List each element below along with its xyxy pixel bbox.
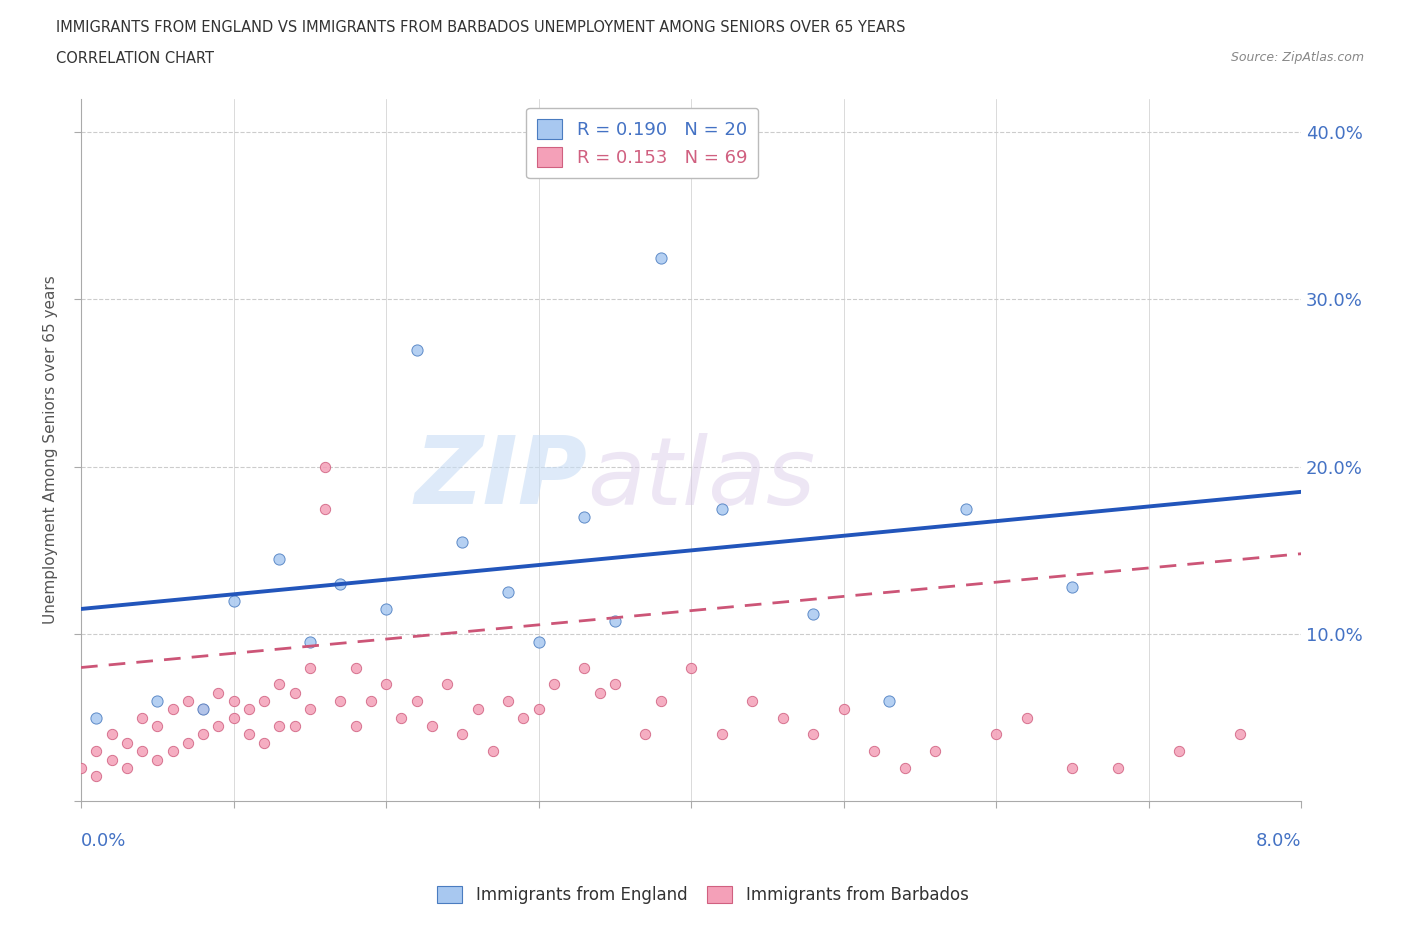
Point bbox=[955, 501, 977, 516]
Point bbox=[162, 702, 184, 717]
Text: atlas: atlas bbox=[588, 432, 815, 524]
Point bbox=[863, 744, 886, 759]
Point bbox=[436, 677, 458, 692]
Point bbox=[344, 660, 367, 675]
Point bbox=[269, 677, 291, 692]
Point bbox=[420, 719, 443, 734]
Point bbox=[115, 736, 138, 751]
Text: CORRELATION CHART: CORRELATION CHART bbox=[56, 51, 214, 66]
Point bbox=[146, 719, 169, 734]
Point bbox=[191, 702, 214, 717]
Point bbox=[222, 711, 245, 725]
Point bbox=[482, 744, 505, 759]
Point bbox=[329, 577, 352, 591]
Point bbox=[527, 635, 550, 650]
Point bbox=[893, 761, 915, 776]
Point bbox=[405, 342, 427, 357]
Point bbox=[222, 694, 245, 709]
Point bbox=[588, 685, 610, 700]
Point bbox=[1107, 761, 1129, 776]
Point bbox=[467, 702, 489, 717]
Point bbox=[146, 752, 169, 767]
Point bbox=[375, 677, 398, 692]
Point bbox=[375, 602, 398, 617]
Point bbox=[84, 711, 107, 725]
Point bbox=[191, 727, 214, 742]
Point bbox=[1062, 761, 1084, 776]
Point bbox=[84, 769, 107, 784]
Point bbox=[634, 727, 657, 742]
Point bbox=[574, 660, 596, 675]
Point bbox=[650, 694, 672, 709]
Point bbox=[924, 744, 946, 759]
Point bbox=[269, 719, 291, 734]
Point bbox=[222, 593, 245, 608]
Text: 8.0%: 8.0% bbox=[1256, 832, 1301, 850]
Point bbox=[100, 727, 122, 742]
Point bbox=[177, 694, 200, 709]
Text: Source: ZipAtlas.com: Source: ZipAtlas.com bbox=[1230, 51, 1364, 64]
Point bbox=[681, 660, 703, 675]
Point bbox=[741, 694, 763, 709]
Point bbox=[269, 551, 291, 566]
Y-axis label: Unemployment Among Seniors over 65 years: Unemployment Among Seniors over 65 years bbox=[44, 275, 58, 624]
Point bbox=[238, 727, 260, 742]
Point bbox=[344, 719, 367, 734]
Point bbox=[207, 685, 229, 700]
Legend: Immigrants from England, Immigrants from Barbados: Immigrants from England, Immigrants from… bbox=[429, 878, 977, 912]
Point bbox=[1015, 711, 1038, 725]
Point bbox=[603, 677, 626, 692]
Point bbox=[70, 761, 93, 776]
Point bbox=[527, 702, 550, 717]
Point bbox=[253, 694, 276, 709]
Point bbox=[801, 727, 824, 742]
Point bbox=[1229, 727, 1251, 742]
Point bbox=[574, 510, 596, 525]
Point bbox=[162, 744, 184, 759]
Point bbox=[984, 727, 1007, 742]
Point bbox=[405, 694, 427, 709]
Point bbox=[84, 744, 107, 759]
Point bbox=[543, 677, 565, 692]
Point bbox=[389, 711, 412, 725]
Point bbox=[496, 694, 519, 709]
Point bbox=[253, 736, 276, 751]
Point bbox=[298, 635, 321, 650]
Point bbox=[314, 459, 336, 474]
Point bbox=[801, 606, 824, 621]
Point bbox=[238, 702, 260, 717]
Point bbox=[512, 711, 534, 725]
Point bbox=[191, 702, 214, 717]
Point bbox=[100, 752, 122, 767]
Point bbox=[451, 535, 474, 550]
Legend: R = 0.190   N = 20, R = 0.153   N = 69: R = 0.190 N = 20, R = 0.153 N = 69 bbox=[526, 108, 758, 179]
Point bbox=[298, 660, 321, 675]
Point bbox=[314, 501, 336, 516]
Point bbox=[603, 613, 626, 628]
Text: 0.0%: 0.0% bbox=[82, 832, 127, 850]
Point bbox=[451, 727, 474, 742]
Point bbox=[496, 585, 519, 600]
Point bbox=[710, 501, 733, 516]
Point bbox=[879, 694, 901, 709]
Point bbox=[360, 694, 382, 709]
Point bbox=[131, 744, 153, 759]
Point bbox=[115, 761, 138, 776]
Point bbox=[710, 727, 733, 742]
Point bbox=[772, 711, 794, 725]
Point bbox=[1168, 744, 1191, 759]
Point bbox=[650, 250, 672, 265]
Point bbox=[207, 719, 229, 734]
Point bbox=[131, 711, 153, 725]
Point bbox=[832, 702, 855, 717]
Point bbox=[283, 685, 305, 700]
Point bbox=[177, 736, 200, 751]
Point bbox=[146, 694, 169, 709]
Text: IMMIGRANTS FROM ENGLAND VS IMMIGRANTS FROM BARBADOS UNEMPLOYMENT AMONG SENIORS O: IMMIGRANTS FROM ENGLAND VS IMMIGRANTS FR… bbox=[56, 20, 905, 35]
Point bbox=[298, 702, 321, 717]
Text: ZIP: ZIP bbox=[415, 432, 588, 525]
Point bbox=[1062, 579, 1084, 594]
Point bbox=[329, 694, 352, 709]
Point bbox=[283, 719, 305, 734]
